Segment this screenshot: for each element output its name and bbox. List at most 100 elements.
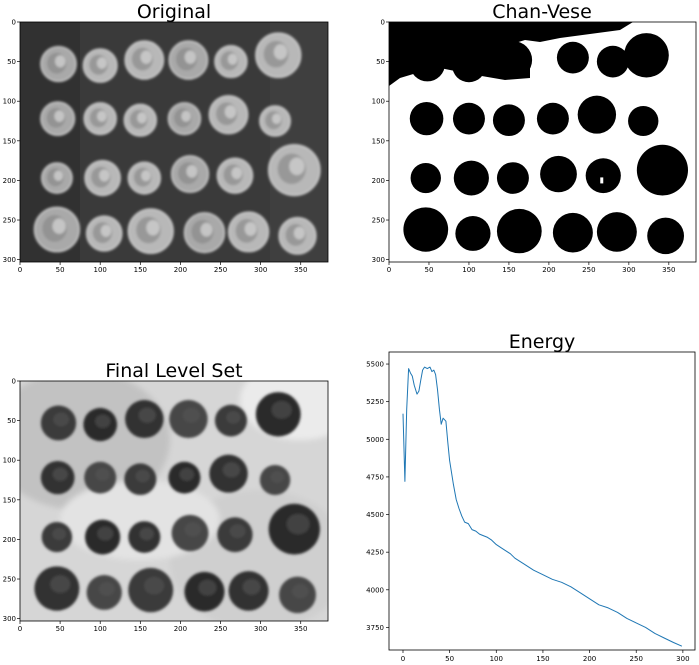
y-tick-label: 300 xyxy=(372,256,385,264)
segmentation-artifact xyxy=(600,177,604,184)
x-tick-label: 250 xyxy=(214,266,227,274)
segmented-coin xyxy=(409,46,445,82)
x-tick-label: 150 xyxy=(536,655,549,663)
coin-highlight xyxy=(53,170,63,182)
image-final-level-set xyxy=(20,381,328,621)
level-set-coin-shading xyxy=(271,400,292,419)
y-tick-label: 250 xyxy=(3,217,16,225)
y-tick-label: 200 xyxy=(3,536,16,544)
level-set-coin-shading xyxy=(226,411,241,424)
coin-highlight xyxy=(244,222,257,236)
level-set-coin-shading xyxy=(95,414,111,428)
level-set-coin-shading xyxy=(291,583,309,599)
y-tick-label: 3750 xyxy=(366,624,384,632)
x-tick-label: 350 xyxy=(662,266,675,274)
level-set-coin-shading xyxy=(50,575,71,593)
coin-highlight xyxy=(231,166,243,180)
coin-highlight xyxy=(100,224,112,237)
x-tick-label: 300 xyxy=(676,655,689,663)
level-set-coin-shading xyxy=(52,528,67,541)
x-tick-label: 300 xyxy=(622,266,635,274)
axis-ticks-original: 0 50 100 150 200 250 300 350 0 50 100 150 200 250 300 xyxy=(3,19,308,275)
panel-title-energy: Energy xyxy=(509,331,576,353)
coin-highlight xyxy=(141,170,151,182)
axis-ticks-final-level-set: 0 50 100 150 200 250 300 350 0 50 100 150 200 250 300 xyxy=(3,378,308,634)
coin-highlight xyxy=(184,50,197,64)
x-tick-label: 200 xyxy=(583,655,596,663)
panel-title-final-level-set: Final Level Set xyxy=(105,360,242,382)
coin-highlight xyxy=(272,113,282,125)
axis-ticks-chan-vese: 0 50 100 150 200 250 300 350 0 50 100 150 200 250 300 xyxy=(372,19,676,275)
segmented-coin xyxy=(628,105,659,137)
coin-highlight xyxy=(99,169,110,182)
x-tick-label: 100 xyxy=(94,266,107,274)
y-tick-label: 0 xyxy=(12,19,16,27)
x-tick-label: 0 xyxy=(387,266,391,274)
level-set-coin-shading xyxy=(179,468,195,481)
level-set-coin-shading xyxy=(97,526,114,541)
segmented-coin xyxy=(556,41,589,74)
energy-line-chart: 0 50 100 150 200 250 300 5500 5250 5000 4750 4500 42… xyxy=(366,361,689,663)
segmented-coin xyxy=(540,155,577,193)
coin-highlight xyxy=(227,53,238,65)
panel-title-chan-vese: Chan-Vese xyxy=(492,1,592,23)
y-tick-label: 100 xyxy=(3,457,16,465)
coin-highlight xyxy=(293,226,305,240)
segmented-coin xyxy=(596,212,637,252)
level-set-coin-shading xyxy=(98,582,115,596)
x-tick-label: 150 xyxy=(502,266,515,274)
x-tick-label: 100 xyxy=(94,625,107,633)
coin-highlight xyxy=(200,222,213,237)
y-tick-label: 0 xyxy=(12,378,16,386)
segmented-coin xyxy=(452,102,485,135)
y-tick-label: 200 xyxy=(372,177,385,185)
x-tick-label: 300 xyxy=(254,266,267,274)
y-tick-label: 150 xyxy=(372,137,385,145)
level-set-coin-shading xyxy=(135,469,150,483)
panel-energy: Energy 0 50 100 150 200 250 300 5500 5250 5000 475… xyxy=(366,331,696,663)
segmented-coin xyxy=(453,160,489,196)
x-tick-label: 50 xyxy=(425,266,434,274)
x-tick-label: 250 xyxy=(630,655,643,663)
x-tick-label: 100 xyxy=(462,266,475,274)
coin-highlight xyxy=(54,110,65,122)
x-tick-label: 0 xyxy=(18,266,22,274)
y-tick-label: 200 xyxy=(3,177,16,185)
segmented-coin xyxy=(552,212,593,253)
level-set-coin-shading xyxy=(138,407,156,423)
x-tick-label: 200 xyxy=(174,625,187,633)
level-set-coin-shading xyxy=(52,467,68,481)
segmented-coin xyxy=(409,102,444,136)
coin-highlight xyxy=(273,44,288,60)
level-set-coin-shading xyxy=(198,579,217,596)
coin-highlight xyxy=(54,55,66,68)
level-set-coin-shading xyxy=(242,579,261,595)
plot-area-energy xyxy=(388,351,696,651)
level-set-coin-shading xyxy=(182,407,200,423)
level-set-coin-shading xyxy=(139,527,154,541)
y-tick-label: 0 xyxy=(381,19,385,27)
y-tick-label: 250 xyxy=(3,576,16,584)
panel-title-original: Original xyxy=(137,1,211,23)
segmented-coin xyxy=(492,104,525,137)
segmented-coin xyxy=(536,102,569,135)
segmented-coin xyxy=(577,95,617,134)
y-tick-label: 4750 xyxy=(366,473,384,481)
segmented-coin xyxy=(647,217,685,255)
y-tick-label: 100 xyxy=(372,98,385,106)
segmented-coin xyxy=(496,162,529,194)
level-set-coin-shading xyxy=(95,468,110,481)
x-tick-label: 0 xyxy=(401,655,405,663)
coin-highlight xyxy=(97,110,107,122)
segmented-coin xyxy=(455,216,491,251)
coin-highlight xyxy=(96,57,107,69)
panel-chan-vese: Chan-Vese 0 50 100 150 200 250 300 350 0 50 100 150… xyxy=(372,1,697,275)
segmented-coin xyxy=(410,162,441,194)
x-tick-label: 250 xyxy=(582,266,595,274)
y-tick-label: 5500 xyxy=(366,361,384,369)
level-set-coin-shading xyxy=(286,513,310,535)
y-tick-label: 150 xyxy=(3,137,16,145)
x-tick-label: 150 xyxy=(134,625,147,633)
coin-highlight xyxy=(181,110,191,122)
level-set-coin-shading xyxy=(270,470,285,484)
